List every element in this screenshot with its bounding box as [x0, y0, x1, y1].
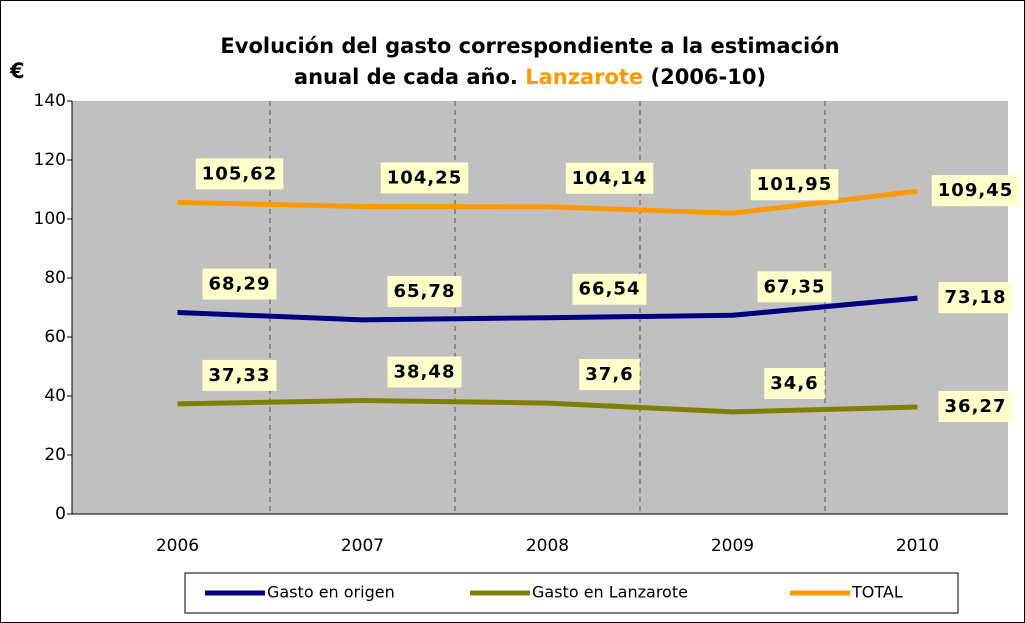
y-tick-label: 80 — [44, 268, 66, 288]
data-label: 37,6 — [585, 364, 633, 385]
legend-label: Gasto en origen — [267, 583, 395, 602]
y-tick-label: 60 — [44, 327, 66, 347]
y-tick-label: 0 — [55, 504, 66, 524]
data-label-bg — [757, 271, 832, 303]
data-label-bg — [764, 367, 825, 399]
data-label-bg — [938, 391, 1013, 423]
chart-title-line2: anual de cada año. Lanzarote (2006-10) — [294, 65, 766, 89]
chart-title-line1: Evolución del gasto correspondiente a la… — [220, 34, 839, 58]
data-label: 68,29 — [209, 274, 271, 295]
data-label: 73,18 — [945, 287, 1007, 308]
x-tick-label: 2008 — [526, 536, 569, 556]
y-tick-label: 20 — [44, 445, 66, 465]
data-label: 66,54 — [579, 279, 641, 300]
data-label: 36,27 — [945, 396, 1007, 417]
data-label: 104,14 — [572, 168, 647, 189]
series-line — [177, 398, 918, 415]
data-label: 65,78 — [394, 281, 456, 302]
x-tick-label: 2009 — [711, 536, 754, 556]
data-label-bg — [572, 273, 647, 305]
data-label-bg — [202, 268, 277, 300]
data-label-bg — [931, 175, 1020, 207]
x-tick-label: 2010 — [896, 536, 939, 556]
data-label-bg — [195, 158, 284, 190]
data-label: 34,6 — [770, 373, 818, 394]
data-label: 38,48 — [394, 361, 456, 382]
data-label: 104,25 — [387, 167, 462, 188]
y-tick-label: 100 — [34, 209, 66, 229]
y-axis-label: € — [9, 59, 25, 83]
data-label: 37,33 — [209, 365, 271, 386]
data-label: 67,35 — [764, 276, 826, 297]
y-tick-label: 140 — [34, 91, 66, 111]
x-tick-label: 2007 — [341, 536, 384, 556]
legend-label: TOTAL — [851, 583, 903, 602]
data-label-bg — [938, 282, 1013, 314]
x-tick-label: 2006 — [156, 536, 199, 556]
data-label-bg — [387, 275, 462, 307]
y-tick-label: 120 — [34, 150, 66, 170]
title-suffix: (2006-10) — [651, 65, 767, 89]
title-highlight: Lanzarote — [525, 65, 643, 89]
title-part: anual de cada año. — [294, 65, 518, 89]
data-label-bg — [380, 162, 469, 194]
data-label-bg — [565, 162, 654, 194]
series-line — [177, 295, 918, 323]
series-line — [177, 188, 918, 216]
data-label: 109,45 — [938, 180, 1013, 201]
data-label-bg — [387, 356, 462, 388]
data-label-bg — [202, 359, 277, 391]
legend-label: Gasto en Lanzarote — [532, 583, 688, 602]
data-label-bg — [579, 359, 640, 391]
y-tick-label: 40 — [44, 386, 66, 406]
data-label-bg — [750, 169, 839, 201]
data-label: 101,95 — [757, 174, 832, 195]
data-label: 105,62 — [202, 163, 277, 184]
